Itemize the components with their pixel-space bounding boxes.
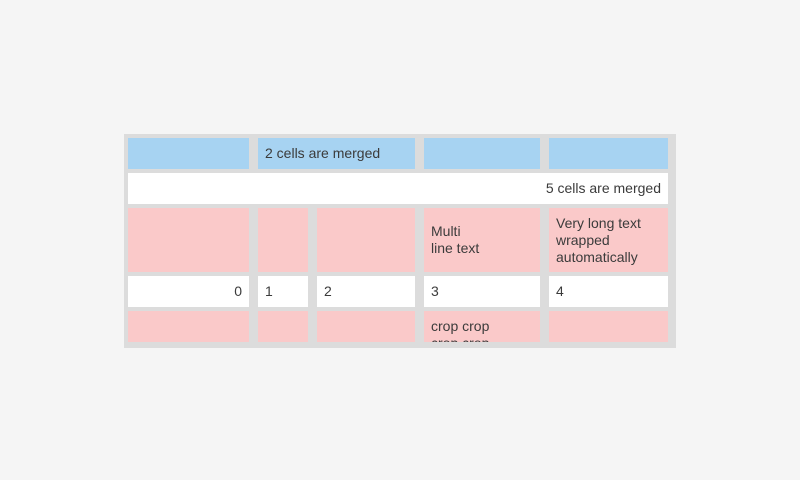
table-cell[interactable]: 0 bbox=[128, 276, 249, 307]
table-cell[interactable] bbox=[424, 138, 540, 169]
table-row: 2 cells are merged bbox=[128, 138, 672, 169]
table-cell[interactable] bbox=[317, 208, 415, 272]
table-row: 5 cells are merged bbox=[128, 173, 672, 204]
table-cell[interactable]: 4 bbox=[549, 276, 668, 307]
table-cell[interactable]: 2 cells are merged bbox=[258, 138, 415, 169]
table-cell[interactable] bbox=[317, 311, 415, 342]
table-cell[interactable] bbox=[258, 311, 308, 342]
table-content-clip: 2 cells are merged 5 cells are merged Mult… bbox=[128, 138, 672, 342]
table-row: Multi line text Very long text wrapped au… bbox=[128, 208, 672, 272]
table-cell[interactable] bbox=[128, 311, 249, 342]
table-cell[interactable]: 2 bbox=[317, 276, 415, 307]
table-cell[interactable] bbox=[258, 208, 308, 272]
table-cell[interactable]: crop crop crop crop bbox=[424, 311, 540, 342]
table-cell[interactable]: 1 bbox=[258, 276, 308, 307]
table-cell[interactable] bbox=[128, 208, 249, 272]
table-cell[interactable]: 3 bbox=[424, 276, 540, 307]
table[interactable]: 2 cells are merged 5 cells are merged Mult… bbox=[124, 134, 676, 348]
table-cell[interactable] bbox=[549, 138, 668, 169]
table-cell[interactable]: Very long text wrapped automatically bbox=[549, 208, 668, 272]
table-cell[interactable] bbox=[549, 311, 668, 342]
table-cell[interactable]: 5 cells are merged bbox=[128, 173, 668, 204]
table-cell[interactable]: Multi line text bbox=[424, 208, 540, 272]
table-cell[interactable] bbox=[128, 138, 249, 169]
table-row: crop crop crop crop bbox=[128, 311, 672, 342]
